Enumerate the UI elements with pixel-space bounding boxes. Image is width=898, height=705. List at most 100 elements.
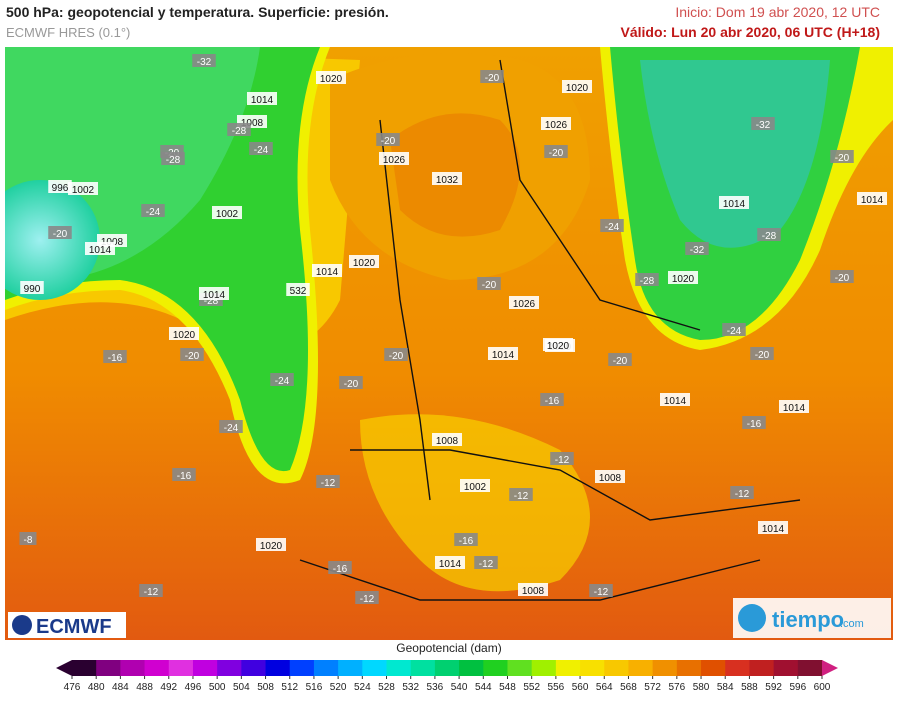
- label-box: [480, 70, 504, 83]
- label-box: [376, 133, 400, 146]
- temperature-label: -12: [514, 491, 529, 502]
- temperature-label: -20: [344, 379, 359, 390]
- label-box: [180, 348, 204, 361]
- label-box: [192, 54, 216, 67]
- temperature-label: -12: [479, 559, 494, 570]
- label-box: [589, 584, 613, 597]
- label-box: [742, 416, 766, 429]
- label-box: [668, 271, 698, 284]
- label-box: [432, 433, 462, 446]
- colorbar-swatch: [72, 660, 97, 676]
- label-box: [379, 152, 409, 165]
- label-box: [454, 533, 478, 546]
- label-box: [328, 561, 352, 574]
- temperature-label: -12: [321, 478, 336, 489]
- ecmwf-icon: [12, 615, 32, 635]
- label-box: [85, 242, 115, 255]
- tiempo-icon: [738, 604, 766, 632]
- label-box: [474, 556, 498, 569]
- colorbar-swatch: [217, 660, 242, 676]
- pressure-label: 1008: [522, 586, 545, 597]
- label-box: [349, 255, 379, 268]
- colorbar-swatch: [652, 660, 678, 676]
- colorbar-swatch: [386, 660, 412, 676]
- label-box: [384, 348, 408, 361]
- temperature-label: -28: [232, 126, 247, 137]
- colorbar-swatch: [120, 660, 146, 676]
- colorbar-swatch: [797, 660, 823, 676]
- label-box: [249, 142, 273, 155]
- label-box: [48, 226, 72, 239]
- pressure-label: 1014: [203, 290, 226, 301]
- label-box: [757, 228, 781, 241]
- label-box: [432, 172, 462, 185]
- temperature-label: -20: [835, 153, 850, 164]
- tiempo-text: tiempo: [772, 607, 844, 632]
- label-box: [562, 80, 592, 93]
- pressure-label: 996: [52, 183, 69, 194]
- temperature-label: -20: [549, 148, 564, 159]
- colorbar-tick-label: 572: [644, 682, 661, 693]
- label-box: [286, 283, 310, 296]
- pressure-label: 1014: [664, 396, 687, 407]
- colorbar-swatch: [96, 660, 121, 676]
- label-box: [103, 350, 127, 363]
- label-box: [830, 150, 854, 163]
- temperature-label: -28: [762, 231, 777, 242]
- colorbar-tick-label: 568: [620, 682, 637, 693]
- pressure-label: 1002: [216, 209, 239, 220]
- temperature-label: -20: [613, 356, 628, 367]
- map-labels: -32102010141008-28-249961002-201008-2010…: [19, 54, 887, 605]
- temperature-label: -24: [224, 423, 239, 434]
- pressure-label: 1014: [861, 195, 884, 206]
- colorbar-tick-label: 520: [330, 682, 347, 693]
- colorbar-swatch: [362, 660, 388, 676]
- temperature-label: -32: [690, 245, 705, 256]
- colorbar-arrow-left: [56, 660, 72, 676]
- colorbar-tick-label: 532: [402, 682, 419, 693]
- label-box: [544, 145, 568, 158]
- colorbar-swatch: [725, 660, 750, 676]
- colorbar-tick-label: 588: [741, 682, 758, 693]
- temperature-label: -20: [485, 73, 500, 84]
- label-box: [316, 71, 346, 84]
- label-box: [339, 376, 363, 389]
- colorbar-swatch: [773, 660, 799, 676]
- pressure-label: 1020: [320, 74, 343, 85]
- colorbar-tick-label: 476: [64, 682, 81, 693]
- label-box: [212, 206, 242, 219]
- label-box: [509, 296, 539, 309]
- colorbar-tick-label: 556: [548, 682, 565, 693]
- title: 500 hPa: geopotencial y temperatura. Sup…: [6, 4, 389, 20]
- colorbar-tick-label: 560: [572, 682, 589, 693]
- label-box: [247, 92, 277, 105]
- temperature-label: -28: [204, 296, 219, 307]
- label-box: [141, 204, 165, 217]
- label-box: [750, 347, 774, 360]
- colorbar-title: Geopotencial (dam): [396, 641, 501, 655]
- temperature-label: -24: [146, 207, 161, 218]
- label-box: [316, 475, 340, 488]
- tiempo-suffix: .com: [840, 618, 864, 630]
- pressure-label: 1014: [316, 267, 339, 278]
- temperature-label: -16: [177, 471, 192, 482]
- pressure-label: 1014: [783, 403, 806, 414]
- colorbar-swatch: [289, 660, 315, 676]
- pressure-label: 1020: [547, 341, 570, 352]
- colorbar-tick-label: 540: [451, 682, 468, 693]
- label-box: [161, 152, 185, 165]
- temperature-label: -32: [197, 57, 212, 68]
- colorbar-tick-label: 576: [668, 682, 685, 693]
- temperature-label: -20: [755, 350, 770, 361]
- colorbar-swatch: [555, 660, 581, 676]
- colorbar-swatch: [241, 660, 267, 676]
- label-box: [751, 117, 775, 130]
- label-box: [270, 373, 294, 386]
- colorbar-tick-label: 564: [596, 682, 613, 693]
- valid-time: Válido: Lun 20 abr 2020, 06 UTC (H+18): [621, 24, 880, 40]
- colorbar-tick-label: 552: [523, 682, 540, 693]
- pressure-label: 1014: [492, 350, 515, 361]
- pressure-label: 1020: [173, 330, 196, 341]
- temperature-label: -12: [360, 594, 375, 605]
